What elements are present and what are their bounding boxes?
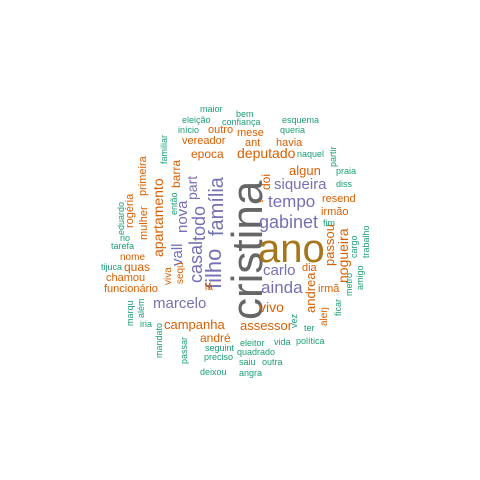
word-trabalho: trabalho bbox=[361, 225, 371, 258]
word-familia: família bbox=[206, 177, 228, 236]
word-praia: praia bbox=[336, 166, 357, 176]
word-chamou: chamou bbox=[106, 272, 146, 284]
word-ainda: ainda bbox=[261, 278, 303, 297]
word-apartamento: apartamento bbox=[150, 178, 166, 257]
word-alem: além bbox=[136, 298, 146, 318]
word-todo: todo bbox=[189, 205, 209, 241]
word-siqueira: siqueira bbox=[274, 176, 327, 193]
word-alerj: alerj bbox=[319, 307, 330, 326]
word-funcionario: funcionário bbox=[104, 283, 158, 295]
word-mese: mese bbox=[237, 127, 264, 139]
word-eduardo: eduardo bbox=[116, 201, 126, 235]
word-eleicao: eleição bbox=[182, 115, 211, 125]
word-doi: doi bbox=[259, 173, 273, 190]
word-quas: quas bbox=[124, 260, 151, 274]
word-preciso: preciso bbox=[204, 352, 234, 362]
word-dia: dia bbox=[302, 262, 317, 274]
word-ano: ano bbox=[258, 227, 325, 271]
word-esquema: esquema bbox=[282, 115, 320, 125]
word-gabinet: gabinet bbox=[259, 212, 319, 232]
word-tarefa: tarefa bbox=[111, 241, 135, 251]
word-epoca: epoca bbox=[191, 147, 224, 161]
word-ant: ant bbox=[245, 137, 261, 149]
word-campanha: campanha bbox=[164, 317, 225, 332]
word-passar: passar bbox=[179, 336, 189, 364]
word-maior: maior bbox=[200, 104, 223, 114]
word-queria: queria bbox=[280, 125, 306, 135]
word-casal: casal bbox=[186, 240, 206, 283]
word-iria: iria bbox=[140, 319, 153, 329]
word-vez: vez bbox=[289, 313, 299, 328]
word-andre: andré bbox=[200, 331, 231, 345]
word-vida: vida bbox=[274, 337, 291, 347]
word-amigo: amigo bbox=[355, 265, 365, 290]
word-assessor: assessor bbox=[240, 318, 293, 333]
word-marqu: marqu bbox=[125, 300, 135, 326]
word-sequ: sequ bbox=[175, 262, 186, 284]
word-carlo: carlo bbox=[263, 262, 296, 279]
word-politica: política bbox=[296, 336, 325, 346]
word-seguint: seguint bbox=[205, 343, 235, 353]
word-deputado: deputado bbox=[237, 145, 296, 161]
word-algun: algun bbox=[289, 163, 321, 178]
word-familiar: familiar bbox=[159, 134, 169, 164]
word-confianca: confiança bbox=[222, 117, 261, 127]
word-quadrado: quadrado bbox=[237, 347, 276, 357]
word-angra: angra bbox=[239, 368, 263, 378]
word-mulher: mulher bbox=[138, 206, 150, 240]
word-barra: barra bbox=[169, 159, 183, 188]
word-naquel: naquel bbox=[297, 149, 325, 159]
word-bem: bem bbox=[236, 109, 254, 119]
word-eleitor: eleitor bbox=[240, 338, 265, 348]
word-vivo: vivo bbox=[259, 299, 284, 315]
word-inicio: início bbox=[178, 125, 200, 135]
word-ter: ter bbox=[304, 323, 315, 333]
word-diss: diss bbox=[336, 179, 353, 189]
word-rio: rio bbox=[120, 233, 131, 243]
word-saiu: saiu bbox=[239, 357, 256, 367]
word-primeira: primeira bbox=[137, 156, 149, 196]
word-resend: resend bbox=[322, 193, 356, 205]
word-fim: fim bbox=[323, 218, 335, 228]
word-irma: irmã bbox=[318, 283, 340, 295]
word-andrea: andrea bbox=[303, 272, 318, 313]
word-la: lá bbox=[205, 282, 213, 293]
word-viva: viva bbox=[163, 267, 174, 285]
word-tijuca: tijuca bbox=[101, 262, 123, 272]
word-metro: metro bbox=[344, 272, 354, 296]
word-part: part bbox=[184, 175, 200, 200]
word-ficar: ficar bbox=[333, 298, 343, 316]
word-outra: outra bbox=[262, 357, 283, 367]
word-deixou: deixou bbox=[200, 367, 227, 377]
word-outro: outro bbox=[208, 124, 234, 136]
word-vereador: vereador bbox=[182, 135, 226, 147]
word-irmao: irmão bbox=[321, 206, 349, 218]
word-quote: " bbox=[260, 199, 264, 210]
word-entao: então bbox=[169, 192, 179, 215]
word-rogeria: rogéria bbox=[124, 193, 136, 228]
word-havia: havia bbox=[276, 137, 303, 149]
word-mandato: mandato bbox=[154, 322, 164, 358]
word-partir: partir bbox=[328, 146, 338, 167]
word-marcelo: marcelo bbox=[153, 295, 207, 312]
word-nome: nome bbox=[120, 252, 146, 263]
word-tempo: tempo bbox=[268, 192, 316, 211]
word-cargo: cargo bbox=[349, 235, 359, 258]
